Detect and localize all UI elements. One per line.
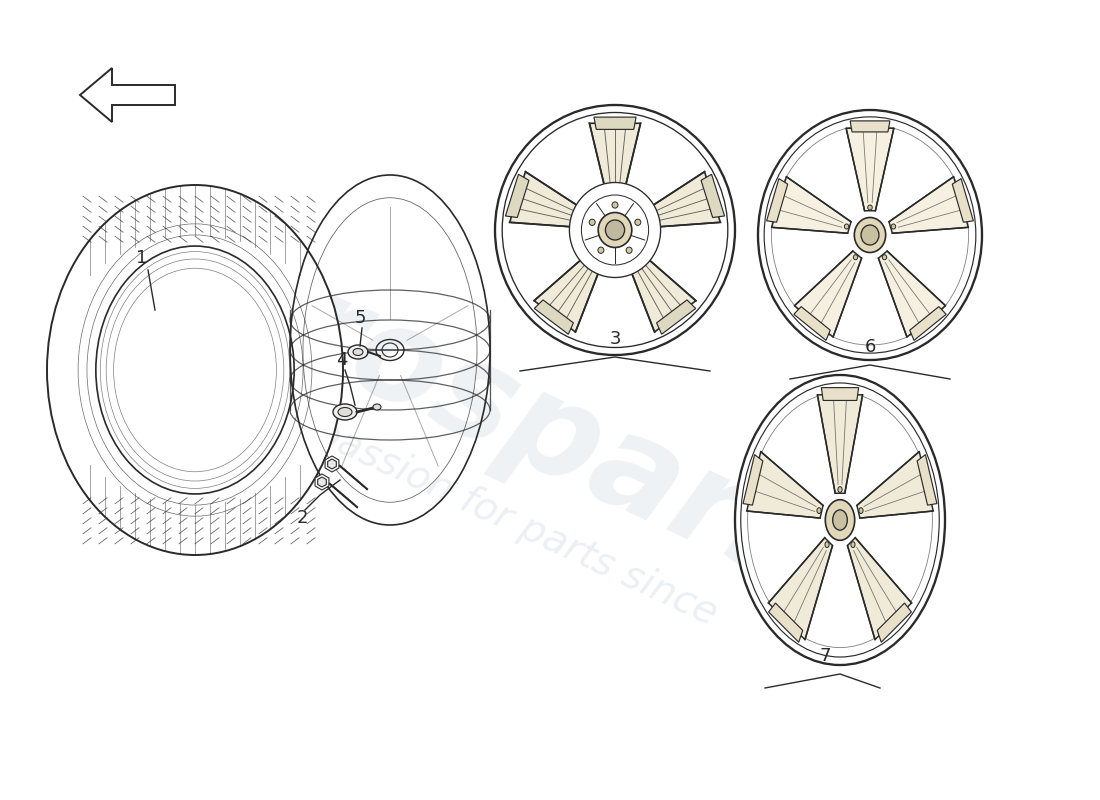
Ellipse shape — [838, 486, 843, 493]
Polygon shape — [857, 452, 933, 518]
Ellipse shape — [758, 110, 982, 360]
Polygon shape — [953, 178, 974, 222]
Polygon shape — [590, 123, 640, 203]
Ellipse shape — [825, 500, 855, 540]
Polygon shape — [850, 121, 890, 132]
Ellipse shape — [503, 113, 728, 347]
Ellipse shape — [825, 542, 829, 547]
Ellipse shape — [353, 349, 363, 355]
Ellipse shape — [590, 219, 595, 226]
Polygon shape — [328, 459, 337, 469]
Polygon shape — [80, 68, 175, 122]
Polygon shape — [817, 394, 862, 494]
Text: 2: 2 — [296, 509, 308, 527]
Polygon shape — [889, 177, 968, 234]
Polygon shape — [794, 306, 830, 340]
Ellipse shape — [598, 213, 631, 247]
Ellipse shape — [854, 254, 858, 260]
Polygon shape — [878, 603, 912, 642]
Polygon shape — [701, 174, 725, 218]
Polygon shape — [318, 477, 327, 487]
Ellipse shape — [612, 202, 618, 208]
Polygon shape — [505, 174, 529, 218]
Ellipse shape — [348, 345, 369, 359]
Ellipse shape — [495, 105, 735, 355]
Polygon shape — [917, 454, 937, 505]
Polygon shape — [535, 300, 573, 334]
Polygon shape — [879, 251, 946, 337]
Polygon shape — [794, 251, 861, 337]
Polygon shape — [590, 249, 604, 264]
Ellipse shape — [817, 508, 821, 514]
Polygon shape — [638, 212, 650, 226]
Polygon shape — [910, 306, 946, 340]
Polygon shape — [580, 212, 592, 226]
Ellipse shape — [338, 407, 352, 417]
Polygon shape — [744, 454, 763, 505]
Text: a passion for parts since: a passion for parts since — [276, 398, 724, 633]
Ellipse shape — [891, 224, 895, 229]
Polygon shape — [627, 249, 641, 264]
Polygon shape — [767, 178, 788, 222]
Polygon shape — [847, 538, 912, 640]
Polygon shape — [326, 456, 339, 472]
Polygon shape — [769, 538, 833, 640]
Polygon shape — [657, 300, 695, 334]
Polygon shape — [625, 248, 696, 332]
Polygon shape — [822, 388, 859, 401]
Ellipse shape — [859, 508, 864, 514]
Polygon shape — [535, 248, 605, 332]
Polygon shape — [772, 177, 851, 234]
Ellipse shape — [373, 404, 381, 410]
Ellipse shape — [735, 375, 945, 665]
Ellipse shape — [882, 254, 887, 260]
Ellipse shape — [861, 225, 879, 245]
Ellipse shape — [605, 220, 625, 240]
Polygon shape — [769, 603, 803, 642]
Polygon shape — [608, 193, 622, 203]
Text: 6: 6 — [865, 338, 876, 356]
Text: 4: 4 — [337, 351, 348, 369]
Ellipse shape — [740, 383, 939, 657]
Text: 5: 5 — [354, 309, 365, 327]
Polygon shape — [747, 452, 823, 518]
Ellipse shape — [764, 117, 976, 353]
Ellipse shape — [96, 246, 294, 494]
Ellipse shape — [626, 247, 632, 254]
Ellipse shape — [598, 247, 604, 254]
Text: eurospars: eurospars — [106, 185, 835, 615]
Ellipse shape — [333, 404, 358, 420]
Ellipse shape — [833, 510, 847, 530]
Polygon shape — [846, 128, 894, 210]
Ellipse shape — [851, 542, 855, 547]
Ellipse shape — [47, 185, 343, 555]
Ellipse shape — [570, 182, 661, 278]
Ellipse shape — [845, 224, 849, 229]
Polygon shape — [509, 172, 593, 228]
Ellipse shape — [868, 205, 872, 210]
Polygon shape — [637, 172, 720, 228]
Ellipse shape — [855, 218, 886, 253]
Text: 7: 7 — [820, 647, 830, 665]
Text: 1: 1 — [136, 249, 147, 267]
Text: 3: 3 — [609, 330, 620, 348]
Polygon shape — [315, 474, 329, 490]
Ellipse shape — [635, 219, 641, 226]
Polygon shape — [594, 117, 636, 130]
